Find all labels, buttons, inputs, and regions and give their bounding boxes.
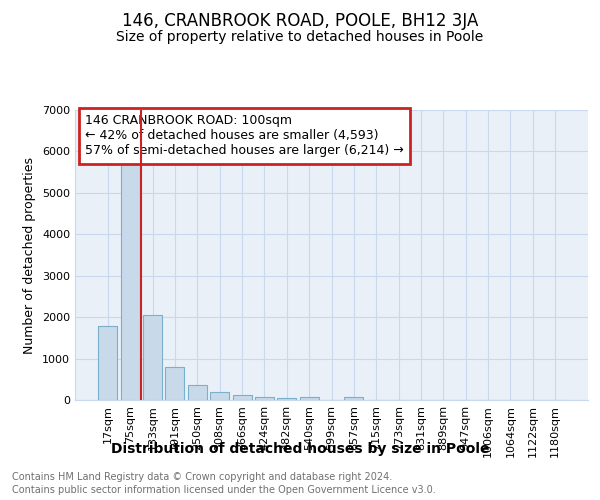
Bar bbox=[277, 398, 296, 400]
Text: 146, CRANBROOK ROAD, POOLE, BH12 3JA: 146, CRANBROOK ROAD, POOLE, BH12 3JA bbox=[122, 12, 478, 30]
Bar bbox=[255, 398, 274, 400]
Text: Size of property relative to detached houses in Poole: Size of property relative to detached ho… bbox=[116, 30, 484, 44]
Bar bbox=[344, 398, 364, 400]
Bar bbox=[188, 385, 207, 400]
Bar bbox=[166, 367, 184, 400]
Y-axis label: Number of detached properties: Number of detached properties bbox=[23, 156, 37, 354]
Bar bbox=[233, 395, 251, 400]
Text: Distribution of detached houses by size in Poole: Distribution of detached houses by size … bbox=[111, 442, 489, 456]
Text: Contains HM Land Registry data © Crown copyright and database right 2024.: Contains HM Land Registry data © Crown c… bbox=[12, 472, 392, 482]
Bar bbox=[143, 316, 162, 400]
Text: 146 CRANBROOK ROAD: 100sqm
← 42% of detached houses are smaller (4,593)
57% of s: 146 CRANBROOK ROAD: 100sqm ← 42% of deta… bbox=[85, 114, 404, 158]
Bar bbox=[299, 398, 319, 400]
Bar bbox=[210, 392, 229, 400]
Text: Contains public sector information licensed under the Open Government Licence v3: Contains public sector information licen… bbox=[12, 485, 436, 495]
Bar bbox=[98, 326, 118, 400]
Bar bbox=[121, 164, 140, 400]
